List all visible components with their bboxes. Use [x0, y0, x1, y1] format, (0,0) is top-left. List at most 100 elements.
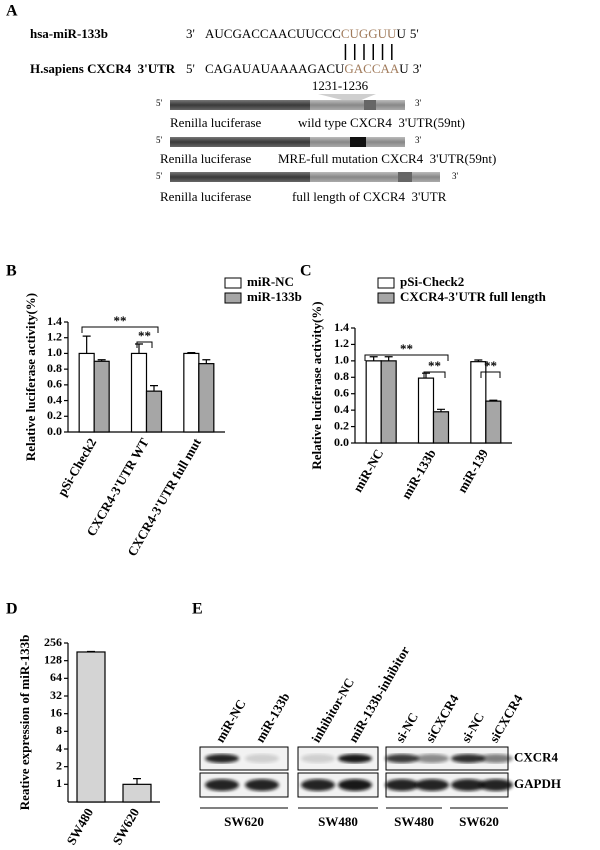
strand-end: 3' [415, 135, 422, 145]
protein-label: CXCR4 [514, 749, 559, 764]
y-tick-label: 0.2 [47, 408, 62, 422]
cell-line-label: SW620 [224, 814, 264, 829]
error-bar [150, 385, 158, 392]
construct: 5' 3' Renilla luciferase MRE-full mutati… [156, 135, 496, 166]
y-tick-label: 0.0 [334, 435, 349, 449]
legend-swatch [377, 292, 395, 304]
panel-label: E [192, 601, 203, 618]
strand-end: 3' [186, 26, 195, 41]
lane-label: si-NC [458, 710, 487, 745]
panel-label: D [6, 601, 18, 618]
site-box [364, 100, 376, 110]
site-position: 1231-1236 [312, 78, 369, 93]
y-tick-label: 64 [50, 670, 62, 684]
insert-label: full length of CXCR4 3'UTR [292, 189, 447, 204]
significance-bracket [423, 371, 446, 378]
bar [470, 361, 487, 444]
y-tick-label: 16 [50, 705, 62, 719]
blot-band [451, 779, 485, 791]
significance-label: ** [400, 341, 413, 356]
lane-label: si-NC [392, 710, 421, 745]
blot-band [415, 754, 449, 763]
bar [183, 352, 200, 433]
lane-label: siCXCR4 [422, 691, 462, 745]
blot-band [479, 779, 513, 791]
strand-end: 5' [156, 171, 163, 181]
bar [145, 390, 163, 433]
blot-band [385, 779, 419, 791]
panel-label: C [300, 263, 312, 280]
y-tick-label: 1.2 [47, 329, 62, 343]
y-tick-label: 256 [44, 635, 62, 649]
western-blot: miR-NC miR-133b inhibitor-NCmiR-133b-inhib… [199, 643, 561, 829]
legend-swatch [224, 277, 242, 289]
y-tick-label: 0.6 [334, 385, 349, 399]
strand-end: 5' [186, 61, 195, 76]
reporter-label: Renilla luciferase [160, 151, 252, 166]
blot-band [301, 754, 335, 763]
mirna-sequence: AUCGACCAACUUCCCCUGGUUU [205, 26, 406, 41]
blot-band [205, 779, 239, 791]
legend-swatch [377, 277, 395, 289]
y-axis-label: Relative luciferase activity(%) [23, 293, 38, 461]
significance-label: ** [138, 328, 151, 343]
legend-label: CXCR4-3'UTR full length [400, 289, 547, 304]
x-tick-label: miR-139 [454, 446, 491, 495]
y-tick-label: 0.8 [47, 361, 62, 375]
error-bar [474, 359, 483, 362]
protein-label: GAPDH [514, 776, 561, 791]
base-pairs [344, 44, 393, 60]
bar [76, 651, 106, 803]
bar [380, 360, 397, 444]
x-tick-label: pSi-Check2 [54, 435, 99, 498]
significance-label: ** [484, 358, 497, 373]
utr-bar [310, 172, 440, 182]
x-tick-label: SW620 [109, 805, 142, 847]
error-bar [489, 399, 498, 402]
y-tick-label: 128 [44, 652, 62, 666]
bar [78, 352, 95, 433]
panel-label: B [6, 263, 17, 280]
sequence: U [399, 61, 409, 76]
target-sequence: CAGAUAUAAAAGACUGACCAAU [205, 61, 409, 76]
blot-frame [199, 746, 289, 771]
reporter-bar [170, 100, 310, 110]
cell-line-label: SW620 [459, 814, 499, 829]
error-bar [369, 356, 378, 361]
y-tick-label: 0.2 [334, 418, 349, 432]
y-tick-label: 1.0 [47, 345, 62, 359]
utr-bar [310, 100, 405, 110]
y-tick-label: 2 [56, 758, 62, 772]
x-tick-label: SW480 [63, 805, 96, 847]
reporter-bar [170, 137, 310, 147]
y-tick-label: 0.8 [334, 369, 349, 383]
error-bar [202, 359, 211, 364]
cell-line-label: SW480 [394, 814, 434, 829]
legend-label: miR-NC [247, 274, 294, 289]
insert-label: wild type CXCR4 3'UTR(59nt) [298, 115, 465, 130]
error-bar [437, 408, 445, 412]
sequence: U [396, 26, 406, 41]
bar [432, 411, 450, 444]
x-tick-label: miR-133b [398, 446, 438, 501]
blot-band [245, 779, 279, 791]
bar [417, 377, 435, 444]
error-bar [97, 359, 106, 362]
significance-bracket [136, 341, 153, 348]
reporter-label: Renilla luciferase [160, 189, 252, 204]
y-axis-label: Reative expression of miR-133b [17, 635, 32, 811]
blot-band [245, 754, 279, 763]
strand-end: 3' [452, 171, 459, 181]
construct: 5' 3' Renilla luciferase full length of … [156, 171, 459, 204]
bar [122, 783, 152, 803]
reporter-bar [170, 172, 310, 182]
error-bar [133, 778, 141, 785]
y-axis-label: Relative luciferase activity(%) [309, 301, 324, 469]
lane-label: siCXCR4 [486, 691, 526, 745]
pointer [318, 94, 376, 103]
mutation-box [350, 137, 366, 147]
strand-end: 5' [156, 98, 163, 108]
mirna-name: hsa-miR-133b [30, 26, 108, 41]
lane-label: miR-133b [252, 690, 292, 745]
sequence: CAGAUAUAAAAGACU [205, 61, 345, 76]
